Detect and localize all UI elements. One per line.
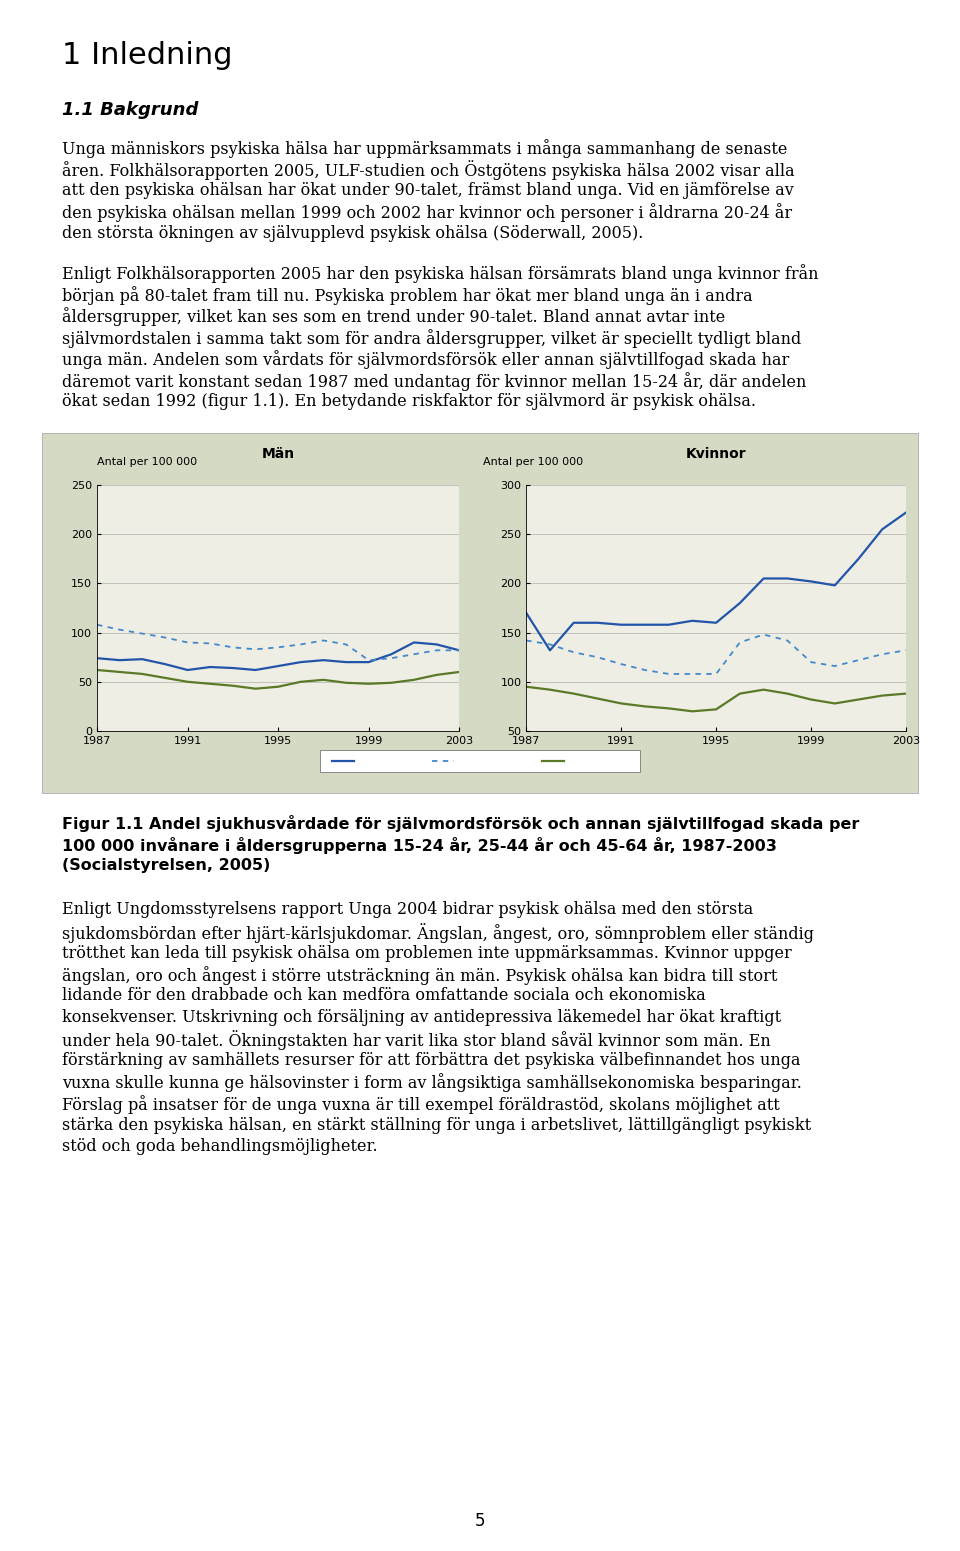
Text: den psykiska ohälsan mellan 1999 och 2002 har kvinnor och personer i åldrarna 20: den psykiska ohälsan mellan 1999 och 200… xyxy=(62,203,792,222)
Text: åren. Folkhälsorapporten 2005, ULF-studien och Östgötens psykiska hälsa 2002 vis: åren. Folkhälsorapporten 2005, ULF-studi… xyxy=(62,160,795,180)
Text: Antal per 100 000: Antal per 100 000 xyxy=(483,458,584,467)
Bar xyxy=(42,433,918,793)
Bar xyxy=(320,751,640,772)
Text: konsekvenser. Utskrivning och försäljning av antidepressiva läkemedel har ökat k: konsekvenser. Utskrivning och försäljnin… xyxy=(62,1010,781,1027)
Text: självmordstalen i samma takt som för andra åldersgrupper, vilket är speciellt ty: självmordstalen i samma takt som för and… xyxy=(62,329,802,347)
Text: unga män. Andelen som vårdats för självmordsförsök eller annan självtillfogad sk: unga män. Andelen som vårdats för självm… xyxy=(62,351,789,369)
Text: Män: Män xyxy=(261,447,295,461)
Text: under hela 90-talet. Ökningstakten har varit lika stor bland såväl kvinnor som m: under hela 90-talet. Ökningstakten har v… xyxy=(62,1030,771,1050)
Text: stöd och goda behandlingsmöjligheter.: stöd och goda behandlingsmöjligheter. xyxy=(62,1138,377,1155)
Text: Enligt Folkhälsorapporten 2005 har den psykiska hälsan försämrats bland unga kvi: Enligt Folkhälsorapporten 2005 har den p… xyxy=(62,265,819,284)
Text: sjukdomsbördan efter hjärt-kärlsjukdomar. Ängslan, ångest, oro, sömnproblem elle: sjukdomsbördan efter hjärt-kärlsjukdomar… xyxy=(62,923,814,943)
Text: 1.1 Bakgrund: 1.1 Bakgrund xyxy=(62,101,199,119)
Text: stärka den psykiska hälsan, en stärkt ställning för unga i arbetslivet, lättillg: stärka den psykiska hälsan, en stärkt st… xyxy=(62,1117,811,1134)
Text: Unga människors psykiska hälsa har uppmärksammats i många sammanhang de senaste: Unga människors psykiska hälsa har uppmä… xyxy=(62,140,787,158)
Text: däremot varit konstant sedan 1987 med undantag för kvinnor mellan 15-24 år, där : däremot varit konstant sedan 1987 med un… xyxy=(62,372,806,391)
Text: 45–64 år: 45–64 år xyxy=(568,755,617,766)
Text: Kvinnor: Kvinnor xyxy=(685,447,747,461)
Text: Förslag på insatser för de unga vuxna är till exempel föräldrastöd, skolans möjl: Förslag på insatser för de unga vuxna är… xyxy=(62,1095,780,1114)
Text: lidande för den drabbade och kan medföra omfattande sociala och ekonomiska: lidande för den drabbade och kan medföra… xyxy=(62,988,706,1005)
Text: den största ökningen av självupplevd psykisk ohälsa (Söderwall, 2005).: den största ökningen av självupplevd psy… xyxy=(62,225,643,242)
Text: ängslan, oro och ångest i större utsträckning än män. Psykisk ohälsa kan bidra t: ängslan, oro och ångest i större utsträc… xyxy=(62,966,778,985)
Text: vuxna skulle kunna ge hälsovinster i form av långsiktiga samhällsekonomiska besp: vuxna skulle kunna ge hälsovinster i for… xyxy=(62,1073,802,1092)
Text: 100 000 invånare i åldersgrupperna 15-24 år, 25-44 år och 45-64 år, 1987-2003: 100 000 invånare i åldersgrupperna 15-24… xyxy=(62,836,777,853)
Text: Enligt Ungdomsstyrelsens rapport Unga 2004 bidrar psykisk ohälsa med den största: Enligt Ungdomsstyrelsens rapport Unga 20… xyxy=(62,901,754,918)
Text: förstärkning av samhällets resurser för att förbättra det psykiska välbefinnande: förstärkning av samhällets resurser för … xyxy=(62,1052,801,1069)
Text: 15–24 år: 15–24 år xyxy=(358,755,407,766)
Text: 5: 5 xyxy=(475,1512,485,1529)
Text: att den psykiska ohälsan har ökat under 90-talet, främst bland unga. Vid en jämf: att den psykiska ohälsan har ökat under … xyxy=(62,181,794,199)
Text: 25–44 år: 25–44 år xyxy=(458,755,507,766)
Text: (Socialstyrelsen, 2005): (Socialstyrelsen, 2005) xyxy=(62,858,271,873)
Text: ökat sedan 1992 (figur 1.1). En betydande riskfaktor för självmord är psykisk oh: ökat sedan 1992 (figur 1.1). En betydand… xyxy=(62,394,756,411)
Text: 1 Inledning: 1 Inledning xyxy=(62,40,232,70)
Text: början på 80-talet fram till nu. Psykiska problem har ökat mer bland unga än i a: början på 80-talet fram till nu. Psykisk… xyxy=(62,285,753,306)
Text: Antal per 100 000: Antal per 100 000 xyxy=(97,458,197,467)
Text: åldersgrupper, vilket kan ses som en trend under 90-talet. Bland annat avtar int: åldersgrupper, vilket kan ses som en tre… xyxy=(62,307,725,326)
Text: Figur 1.1 Andel sjukhusvårdade för självmordsförsök och annan självtillfogad ska: Figur 1.1 Andel sjukhusvårdade för själv… xyxy=(62,814,859,831)
Text: trötthet kan leda till psykisk ohälsa om problemen inte uppmärksammas. Kvinnor u: trötthet kan leda till psykisk ohälsa om… xyxy=(62,945,792,962)
